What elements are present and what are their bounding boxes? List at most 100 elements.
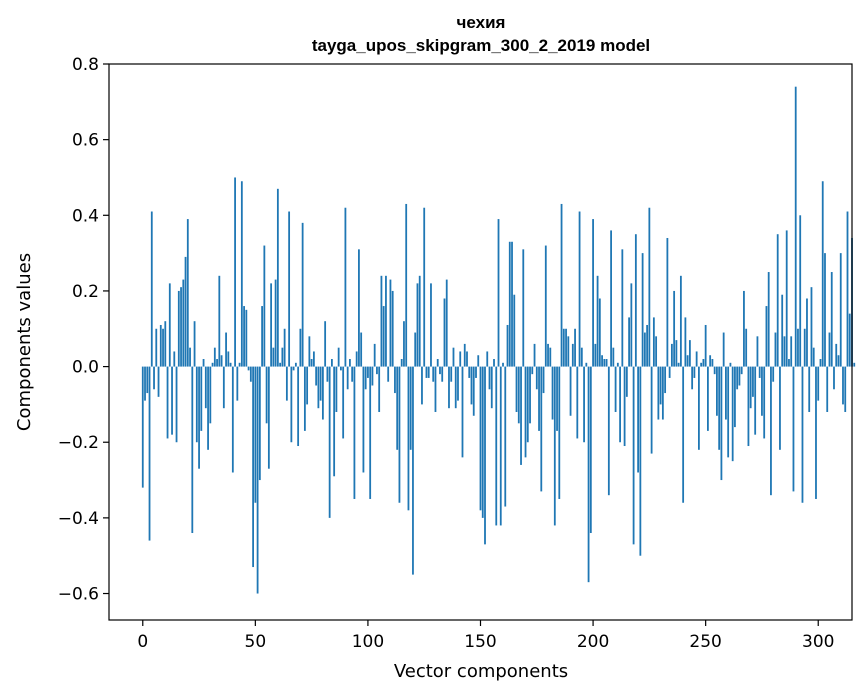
bar-241 xyxy=(684,317,687,367)
bar-311 xyxy=(842,366,844,405)
bar-33 xyxy=(216,359,218,367)
bar-94 xyxy=(353,366,356,499)
bar-19 xyxy=(184,256,187,367)
bar-99 xyxy=(364,366,367,390)
bar-148 xyxy=(475,366,477,378)
bar-5 xyxy=(153,366,155,390)
bar-60 xyxy=(276,188,279,367)
bar-87 xyxy=(337,347,340,367)
bar-129 xyxy=(432,366,435,382)
x-axis-ticks: 0 50 100 150 200 250 300 xyxy=(137,620,834,652)
bar-28 xyxy=(204,366,207,409)
bar-183 xyxy=(553,366,556,526)
bar-280 xyxy=(772,366,775,382)
bar-65 xyxy=(288,211,291,367)
bar-228 xyxy=(655,336,658,367)
bar-295 xyxy=(806,298,808,367)
bar-2 xyxy=(146,366,149,394)
bar-29 xyxy=(207,366,209,450)
bar-185 xyxy=(558,366,561,499)
bar-167 xyxy=(517,366,520,424)
bar-41 xyxy=(234,177,236,367)
bar-0 xyxy=(141,366,144,488)
bar-142 xyxy=(461,366,464,458)
bar-66 xyxy=(290,366,293,443)
bar-307 xyxy=(833,366,835,390)
bar-239 xyxy=(679,275,682,367)
bar-188 xyxy=(565,328,567,367)
bar-213 xyxy=(621,249,624,367)
bar-124 xyxy=(421,366,423,405)
y-tick-label: 0.0 xyxy=(72,358,99,378)
bar-135 xyxy=(445,279,448,367)
bar-312 xyxy=(844,366,847,412)
bar-176 xyxy=(538,366,540,431)
bar-194 xyxy=(578,211,581,367)
bar-137 xyxy=(450,366,453,382)
bar-104 xyxy=(376,366,378,375)
bar-253 xyxy=(711,359,714,367)
bar-161 xyxy=(504,366,507,507)
x-tick-label: 50 xyxy=(245,632,267,652)
bar-164 xyxy=(511,241,513,367)
bar-52 xyxy=(258,366,261,481)
bar-141 xyxy=(459,351,462,367)
bar-119 xyxy=(409,366,412,450)
bar-168 xyxy=(520,366,522,465)
bar-90 xyxy=(344,207,347,367)
bar-270 xyxy=(749,366,752,409)
bar-109 xyxy=(387,366,390,382)
bar-114 xyxy=(398,366,401,503)
bar-205 xyxy=(603,359,606,367)
bar-210 xyxy=(614,366,617,412)
bar-116 xyxy=(403,321,405,367)
bar-24 xyxy=(195,366,198,443)
bar-91 xyxy=(346,366,349,390)
bar-237 xyxy=(675,340,678,367)
bar-293 xyxy=(801,366,804,503)
bar-118 xyxy=(407,366,410,511)
bar-50 xyxy=(254,366,257,503)
y-tick-label: 0.4 xyxy=(72,206,99,226)
x-tick-label: 150 xyxy=(464,632,496,652)
bar-306 xyxy=(830,272,833,367)
bar-82 xyxy=(326,366,329,382)
bar-202 xyxy=(596,275,599,367)
bar-160 xyxy=(502,362,504,367)
y-tick-label: 0.8 xyxy=(72,55,99,75)
bar-53 xyxy=(261,306,263,367)
bar-75 xyxy=(310,359,313,367)
bar-222 xyxy=(641,253,644,367)
bar-102 xyxy=(371,366,374,386)
bar-80 xyxy=(321,366,324,420)
bar-4 xyxy=(150,211,153,367)
bar-120 xyxy=(412,366,414,575)
bar-162 xyxy=(506,324,509,367)
bar-138 xyxy=(452,347,455,367)
bar-49 xyxy=(252,366,254,568)
bar-182 xyxy=(551,366,554,420)
bar-48 xyxy=(249,366,252,382)
bar-198 xyxy=(587,366,590,583)
bar-170 xyxy=(524,366,527,458)
bar-309 xyxy=(837,355,840,367)
bar-272 xyxy=(754,366,757,435)
bar-220 xyxy=(637,366,640,473)
bar-229 xyxy=(657,366,660,420)
bar-30 xyxy=(209,366,212,424)
bar-51 xyxy=(256,366,259,594)
bar-128 xyxy=(430,283,432,367)
bar-206 xyxy=(605,359,608,367)
bar-18 xyxy=(182,279,185,367)
bar-223 xyxy=(643,332,646,367)
bar-85 xyxy=(333,366,336,477)
bar-83 xyxy=(328,366,331,518)
bar-22 xyxy=(191,366,194,534)
bar-248 xyxy=(700,362,703,367)
bar-224 xyxy=(646,324,649,367)
bar-16 xyxy=(177,290,180,367)
bar-276 xyxy=(763,366,766,439)
bar-259 xyxy=(725,366,727,420)
bar-283 xyxy=(779,366,781,450)
